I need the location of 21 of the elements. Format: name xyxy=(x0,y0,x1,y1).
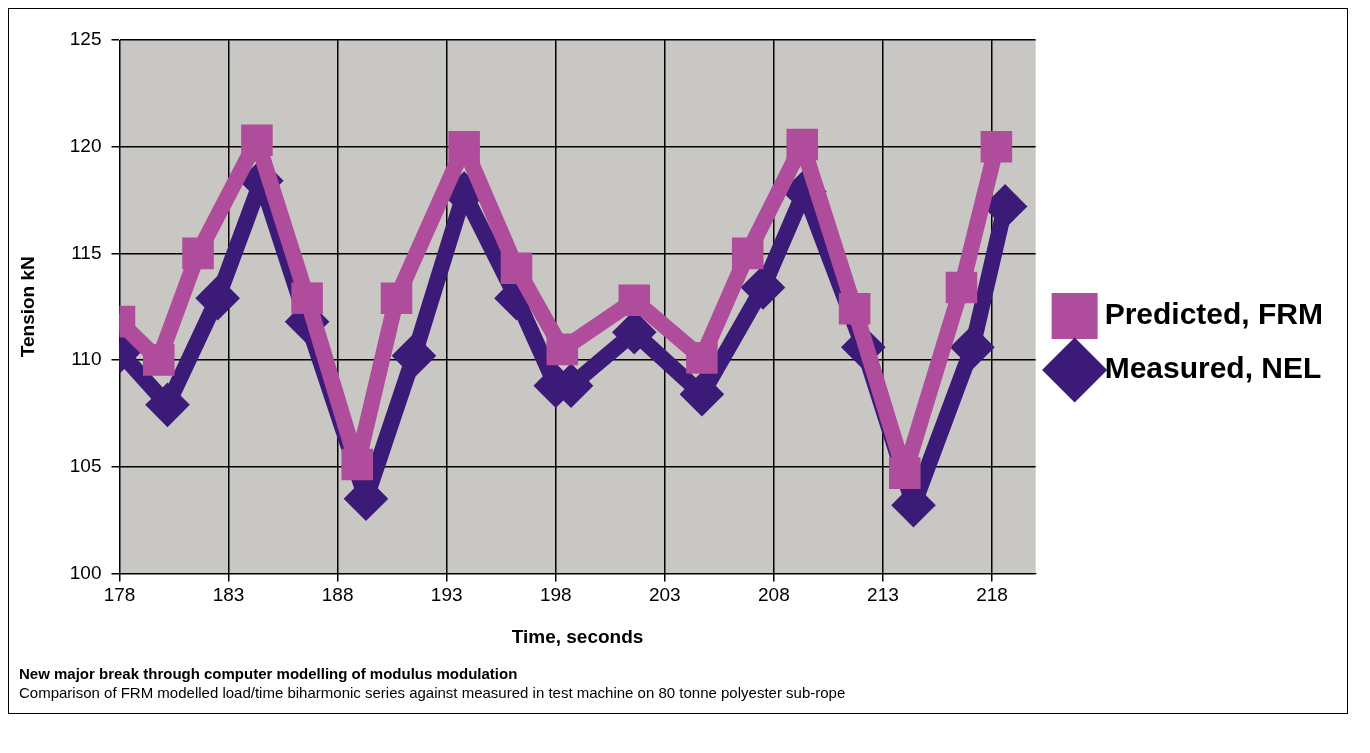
x-tick-label: 193 xyxy=(430,584,463,606)
x-tick-label: 213 xyxy=(867,584,899,606)
y-tick-label: 115 xyxy=(71,241,102,263)
x-tick-label: 218 xyxy=(976,584,1008,606)
legend-label: Measured, NEL xyxy=(1104,351,1322,385)
x-axis-title: Time, seconds xyxy=(511,625,644,647)
x-tick-label: 178 xyxy=(103,584,136,606)
text: Comparison of FRM modelled load/time biharmonic series against measured in test machine on 80 tonne polyester sub-rope xyxy=(18,684,847,701)
text: New major break through computer modelling of modulus modulation xyxy=(18,665,519,682)
x-tick-label: 188 xyxy=(321,584,354,606)
y-tick-label: 120 xyxy=(69,134,102,156)
x-tick-label: 198 xyxy=(539,584,572,606)
x-tick-label: 183 xyxy=(212,584,245,606)
y-tick-label: 100 xyxy=(69,561,102,583)
x-tick-label: 208 xyxy=(758,584,790,606)
y-tick-label: 105 xyxy=(69,454,102,476)
y-axis-title: Tension kN xyxy=(16,256,38,358)
x-tick-label: 203 xyxy=(648,584,681,606)
y-tick-label: 125 xyxy=(69,28,102,50)
y-tick-label: 110 xyxy=(71,348,102,370)
legend-label: Predicted, FRM xyxy=(1104,297,1324,331)
